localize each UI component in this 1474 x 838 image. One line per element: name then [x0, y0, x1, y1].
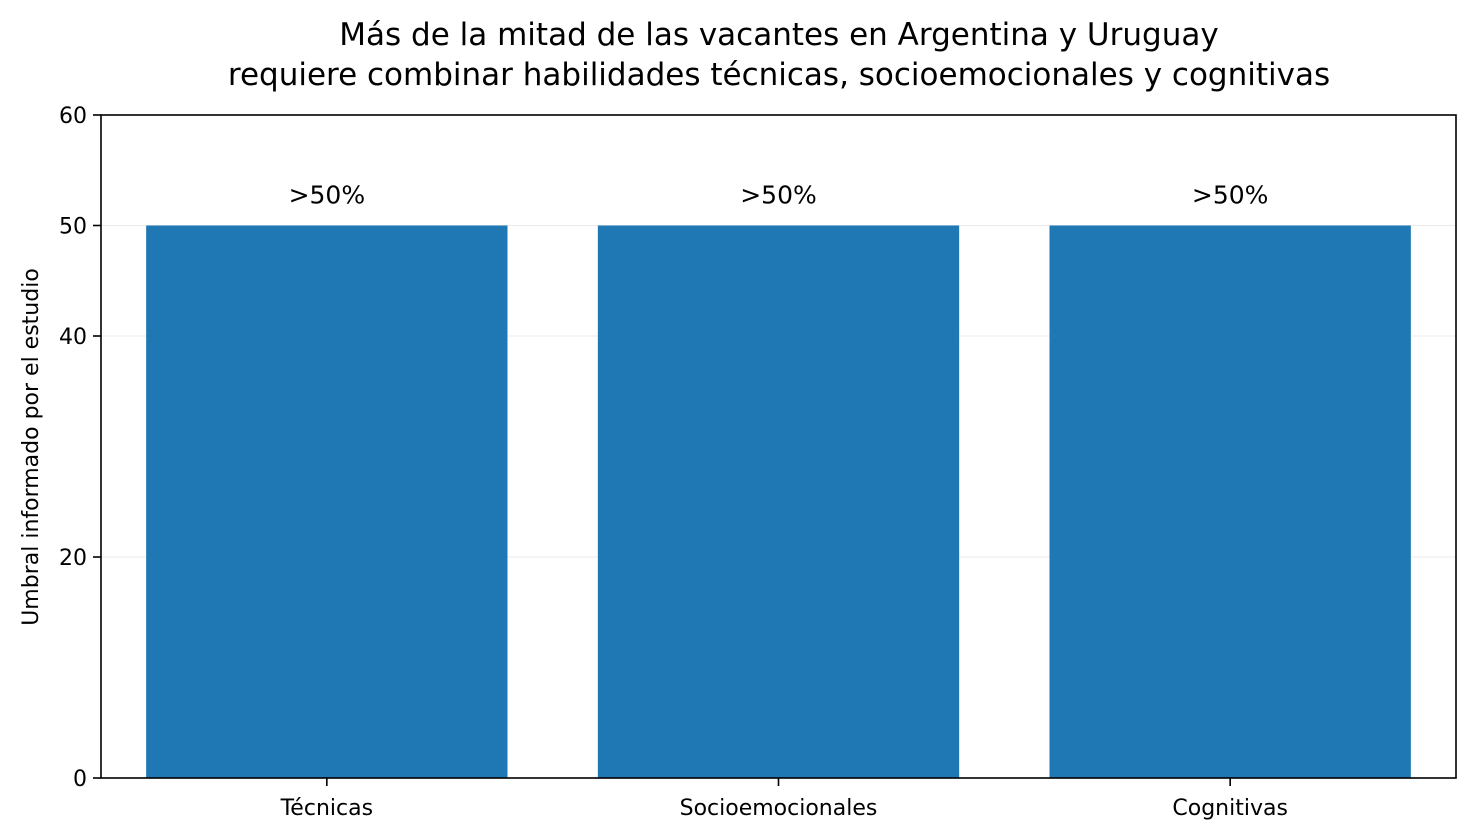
data-label-1: >50%	[740, 181, 817, 210]
data-label-0: >50%	[289, 181, 366, 210]
data-labels: >50% >50% >50%	[289, 181, 1269, 210]
y-axis-label: Umbral informado por el estudio	[19, 268, 44, 626]
chart-title-line-1: Más de la mitad de las vacantes en Argen…	[339, 17, 1218, 53]
x-tick-label-1: Socioemocionales	[680, 796, 878, 821]
data-label-2: >50%	[1192, 181, 1269, 210]
bar-2	[1049, 225, 1411, 778]
axes: 0 20 40 50 60 Técnicas Socioemocionales Cogniti…	[59, 104, 1457, 821]
chart-title-line-2: requiere combinar habilidades técnicas, …	[228, 57, 1330, 93]
bars	[146, 225, 1411, 778]
y-tick-label-40: 40	[59, 325, 87, 350]
x-tick-label-2: Cognitivas	[1172, 796, 1288, 821]
y-tick-label-50: 50	[59, 215, 87, 240]
y-tick-label-20: 20	[59, 546, 87, 571]
y-tick-label-60: 60	[59, 104, 87, 129]
bar-1	[597, 225, 960, 778]
bar-0	[146, 225, 508, 778]
chart-title: Más de la mitad de las vacantes en Argen…	[228, 17, 1330, 93]
y-tick-label-0: 0	[73, 767, 87, 792]
x-tick-label-0: Técnicas	[280, 796, 373, 821]
